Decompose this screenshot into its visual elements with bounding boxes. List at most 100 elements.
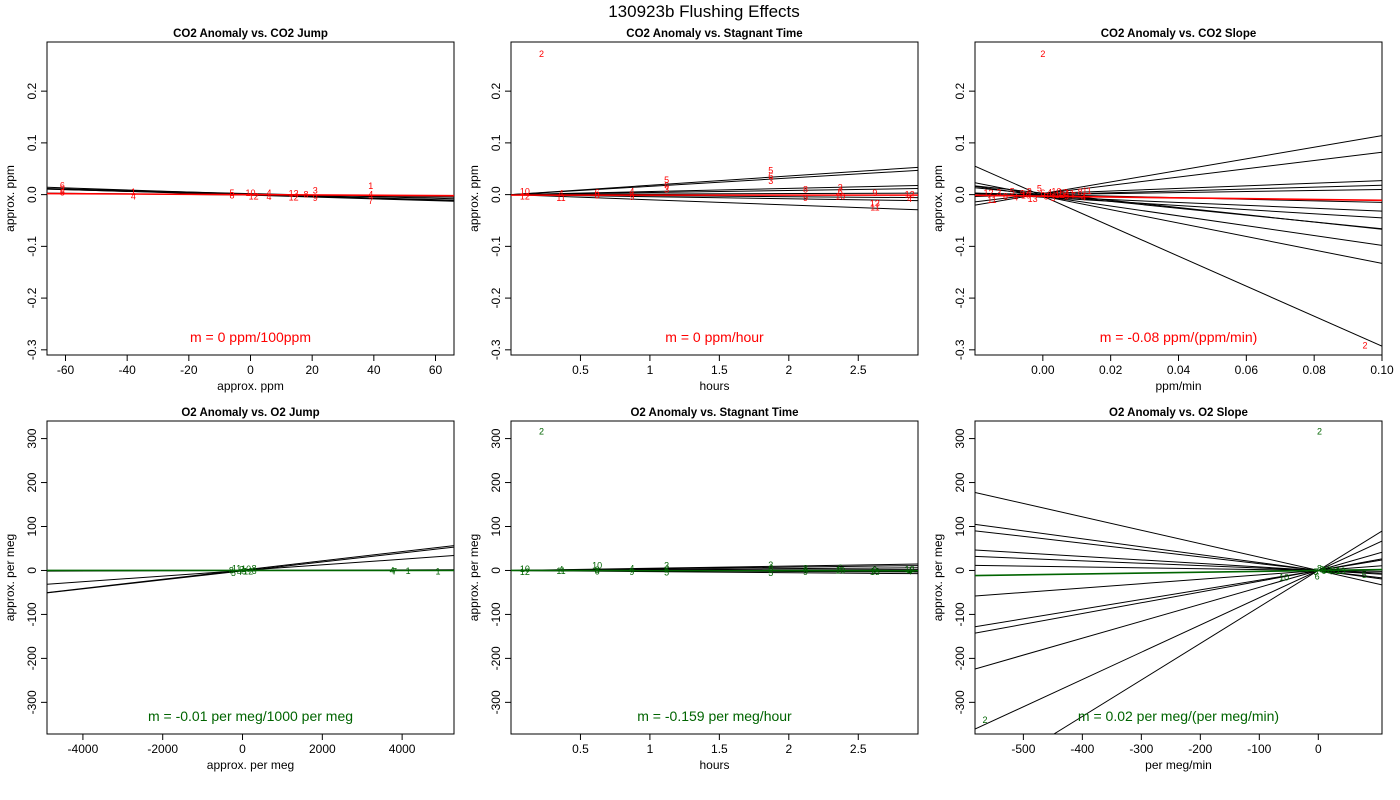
x-tick-label: 1.5 [711,363,728,377]
x-tick-label: 2.5 [850,742,867,756]
x-axis-label: hours [699,758,729,772]
y-tick-label: -300 [489,690,503,714]
y-tick-label: -0.3 [489,339,503,360]
y-tick-label: 0.1 [489,134,503,151]
data-point-label: 9 [803,567,808,577]
data-point-label: 4 [1013,193,1018,203]
y-axis-label: approx. per meg [931,534,945,621]
data-point-label: 12 [520,192,530,202]
x-tick-label: 0.02 [1099,363,1123,377]
data-point-label: 7 [368,196,373,206]
chart-title: O2 Anomaly vs. O2 Slope [1109,407,1248,419]
data-point-label: 12 [520,567,530,577]
data-point-label: 7 [1071,191,1076,201]
x-tick-label: -40 [118,363,136,377]
y-tick-label: 0 [953,567,967,574]
figure-background [0,0,1400,800]
chart-title: O2 Anomaly vs. Stagnant Time [630,407,798,419]
data-point-label: 6 [595,566,600,576]
data-point-label: 4 [266,192,271,202]
y-tick-label: -0.1 [489,236,503,257]
x-tick-label: -4000 [68,742,99,756]
y-tick-label: 200 [953,472,967,492]
x-tick-label: 4000 [389,742,416,756]
slope-annotation: m = -0.01 per meg/1000 per meg [148,708,353,724]
data-point-label: 1 [436,566,441,576]
y-tick-label: 0.0 [953,186,967,203]
slope-annotation: m = 0 ppm/hour [665,329,764,345]
x-axis-label: ppm/min [1155,379,1201,393]
data-point-label: 3 [768,176,773,186]
x-tick-label: 40 [367,363,381,377]
x-tick-label: -60 [57,363,75,377]
data-point-label: 8 [229,191,234,201]
x-tick-label: -100 [1247,742,1271,756]
y-tick-label: -0.2 [953,287,967,308]
data-point-label: 3 [664,184,669,194]
data-point-label: 2 [1040,49,1045,59]
x-tick-label: 2 [785,742,792,756]
y-tick-label: 0.1 [25,134,39,151]
y-tick-label: 100 [25,516,39,536]
x-tick-label: 0.10 [1370,363,1394,377]
x-tick-label: 0.08 [1302,363,1326,377]
y-tick-label: -0.3 [25,339,39,360]
x-tick-label: 0 [1315,742,1322,756]
y-axis-label: approx. per meg [467,534,481,621]
y-tick-label: 0.2 [25,82,39,99]
data-point-label: 2 [1363,341,1368,351]
data-point-label: 5 [768,568,773,578]
slope-annotation: m = 0.02 per meg/(per meg/min) [1078,708,1279,724]
y-tick-label: 200 [25,472,39,492]
y-axis-label: approx. ppm [931,165,945,232]
data-point-label: 2 [1317,427,1322,437]
chart-title: CO2 Anomaly vs. Stagnant Time [626,28,802,40]
slope-annotation: m = 0 ppm/100ppm [190,329,311,345]
x-tick-label: 0.5 [572,742,589,756]
x-tick-label: 2 [785,363,792,377]
x-tick-label: -400 [1070,742,1094,756]
slope-annotation: m = -0.159 per meg/hour [637,708,792,724]
data-point-label: 2 [539,49,544,59]
data-point-label: 12 [249,192,259,202]
x-tick-label: 2000 [309,742,336,756]
figure-title: 130923b Flushing Effects [608,2,800,21]
x-tick-label: 1 [647,742,654,756]
slope-annotation: m = -0.08 ppm/(ppm/min) [1100,329,1258,345]
y-tick-label: 0.1 [953,134,967,151]
x-tick-label: 60 [429,363,443,377]
y-tick-label: -0.2 [25,287,39,308]
data-point-label: 5 [1362,570,1367,580]
y-tick-label: -200 [489,646,503,670]
y-tick-label: 300 [489,428,503,448]
y-tick-label: -300 [953,690,967,714]
y-tick-label: -0.1 [25,236,39,257]
data-point-label: 7 [392,566,397,576]
y-tick-label: 100 [489,516,503,536]
x-axis-label: approx. ppm [217,379,284,393]
y-tick-label: 300 [953,428,967,448]
y-tick-label: -0.1 [953,236,967,257]
x-axis-label: per meg/min [1145,758,1212,772]
x-tick-label: 0 [247,363,254,377]
data-point-label: 6 [1003,192,1008,202]
x-tick-label: 1 [647,363,654,377]
y-tick-label: 0.2 [953,82,967,99]
chart-title: CO2 Anomaly vs. CO2 Slope [1101,28,1257,40]
y-tick-label: -200 [25,646,39,670]
y-tick-label: -100 [953,602,967,626]
y-tick-label: -0.3 [953,339,967,360]
flushing-effects-figure: 130923b Flushing Effects CO2 Anomaly vs.… [0,0,1400,800]
y-tick-label: 300 [25,428,39,448]
data-point-label: 9 [629,192,634,202]
y-tick-label: -0.2 [489,287,503,308]
data-point-label: 10 [1279,573,1289,583]
data-point-label: 9 [629,567,634,577]
chart-title: O2 Anomaly vs. O2 Jump [181,407,319,419]
chart-title: CO2 Anomaly vs. CO2 Jump [173,28,328,40]
y-tick-label: 0.2 [489,82,503,99]
y-tick-label: -300 [25,690,39,714]
x-tick-label: 1.5 [711,742,728,756]
y-axis-label: approx. ppm [467,165,481,232]
y-tick-label: 200 [489,472,503,492]
